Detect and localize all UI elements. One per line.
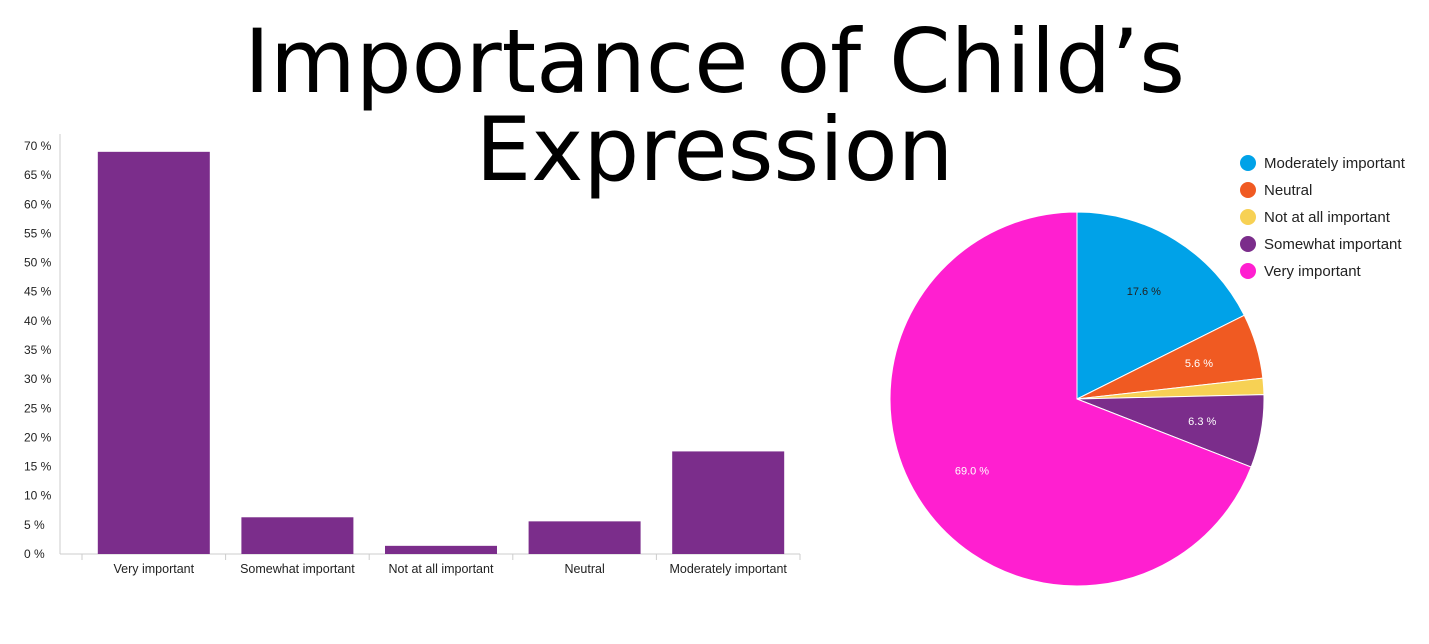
bar [241,517,354,554]
pie-chart-slices [889,211,1265,587]
bar-chart-x-labels: Very important Somewhat important Not at a… [114,562,788,576]
legend-label: Very important [1264,263,1362,280]
y-tick-label: 40 % [24,314,52,328]
bar [672,451,785,554]
bar [528,521,641,554]
y-tick-label: 5 % [24,518,45,532]
y-tick-label: 25 % [24,401,52,415]
y-tick-label: 20 % [24,430,52,444]
legend-label: Somewhat important [1264,236,1402,253]
page-title: Importance of Child’s Expression [244,10,1185,201]
legend-swatch [1240,182,1256,198]
y-tick-label: 0 % [24,547,45,561]
bar [385,545,497,554]
x-category-label: Neutral [564,562,604,576]
legend-swatch [1240,263,1256,279]
legend-swatch [1240,209,1256,225]
legend-swatch [1240,236,1256,252]
legend-label: Moderately important [1264,155,1406,172]
bar-chart-bars [97,151,785,555]
y-tick-label: 10 % [24,489,52,503]
pie-slice [1076,211,1245,400]
legend-label: Not at all important [1264,209,1391,226]
pie-slice-label: 69.0 % [955,466,989,478]
bar-chart-y-ticks: 70 % 65 % 60 % 55 % 50 % 45 % 40 % 35 % 30 % 25 %… [24,139,52,561]
x-category-label: Moderately important [669,562,787,576]
y-tick-label: 55 % [24,226,52,240]
y-tick-label: 35 % [24,343,52,357]
y-tick-label: 60 % [24,197,52,211]
x-category-label: Not at all important [389,562,494,576]
legend-label: Neutral [1264,182,1312,199]
pie-chart: 17.6 % 5.6 % 6.3 % 69.0 % Moderately import… [889,155,1406,587]
pie-slice-label: 17.6 % [1127,286,1161,298]
legend-swatch [1240,155,1256,171]
pie-slice-label: 5.6 % [1185,358,1213,370]
x-category-label: Very important [114,562,195,576]
y-tick-label: 15 % [24,460,52,474]
y-tick-label: 50 % [24,256,52,270]
pie-slice-label: 6.3 % [1188,416,1216,428]
bar [97,151,210,555]
y-tick-label: 65 % [24,168,52,182]
pie-slice [889,211,1252,587]
bar-chart: 70 % 65 % 60 % 55 % 50 % 45 % 40 % 35 % 30 % 25 %… [24,134,801,576]
y-tick-label: 45 % [24,285,52,299]
x-category-label: Somewhat important [240,562,355,576]
pie-chart-legend: Moderately important Neutral Not at all im… [1240,155,1406,280]
pie-chart-labels: 17.6 % 5.6 % 6.3 % 69.0 % [955,286,1217,478]
y-tick-label: 30 % [24,372,52,386]
y-tick-label: 70 % [24,139,52,153]
